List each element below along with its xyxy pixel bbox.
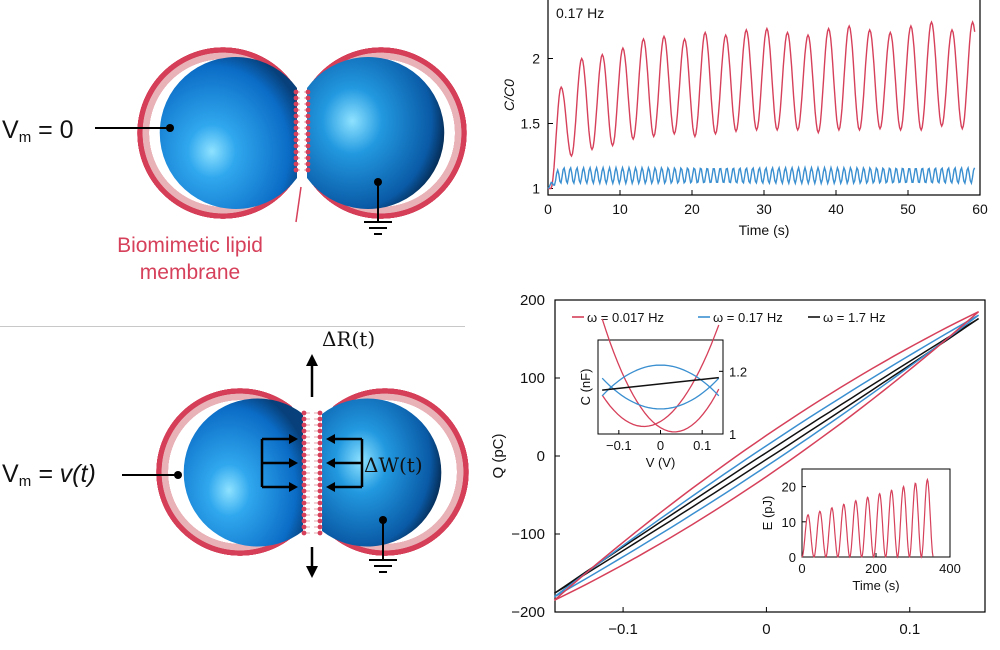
right-vesicle: [322, 398, 442, 547]
legend-entry: ω = 0.017 Hz: [587, 310, 664, 325]
series-blue-line: [547, 165, 976, 189]
y-axis-label: Q (pC): [490, 433, 507, 478]
capacitance-time-chart: 0 10 20 30 40 50 60 1 1.5 2 Time (s) C/C0 0.17 Hz: [501, 0, 988, 238]
inset-x-tick-label: 200: [865, 561, 887, 576]
inset-y-tick-label: 20: [782, 480, 796, 495]
series-black-loop: [553, 317, 980, 595]
y-tick-label: 100: [520, 370, 545, 387]
inset-y-axis-label: E (pJ): [760, 496, 775, 531]
inset-x-tick-label: 0: [798, 561, 805, 576]
inset-x-tick-label: 0.1: [693, 438, 711, 453]
panel-divider: [0, 326, 465, 327]
inset-black-line: [602, 376, 719, 391]
left-vesicle: [183, 398, 303, 547]
inset-blue-curve: [601, 377, 720, 410]
series-blue-loop: [553, 314, 980, 598]
plot-frame: [547, 0, 981, 196]
inset-y-tick-label: 1: [729, 427, 736, 442]
inset-y-tick-label: 0: [789, 550, 796, 565]
vesicle-pair-illustration-bottom: [122, 354, 469, 578]
y-tick-label: 1.5: [521, 116, 541, 132]
lipid-membrane-beads: [137, 47, 467, 219]
y-tick-label: −100: [511, 526, 545, 543]
y-axis-label: C/C0: [501, 79, 517, 111]
y-tick-label: 0: [537, 448, 545, 465]
delta-w-label: ΔW(t): [364, 453, 423, 477]
inset-blue-curve: [601, 364, 720, 397]
x-tick-label: 30: [756, 201, 772, 217]
y-tick-label: −200: [511, 604, 545, 621]
x-tick-label: −0.1: [608, 621, 638, 638]
inset-energy-series: [801, 477, 934, 559]
bilayer-interface: [293, 89, 311, 173]
y-tick-label: 200: [520, 292, 545, 309]
y-tick-label: 2: [532, 51, 540, 67]
legend-entry: ω = 1.7 Hz: [823, 310, 886, 325]
x-tick-label: 20: [684, 201, 700, 217]
x-axis-label: Time (s): [739, 222, 790, 238]
membrane-caption: Biomimetic lipid membrane: [70, 232, 310, 286]
inset-x-tick-label: 0: [657, 438, 664, 453]
vm-label-bottom: Vm = v(t): [2, 460, 96, 490]
inset-red-curve: [601, 324, 720, 428]
delta-r-label: ΔR(t): [322, 327, 375, 351]
inset-y-axis-label: C (nF): [578, 369, 593, 406]
x-tick-label: 60: [972, 201, 988, 217]
vesicle-pair-illustration-top: [95, 47, 467, 235]
x-tick-label: 50: [900, 201, 916, 217]
series-red-line: [548, 20, 976, 190]
inset-x-tick-label: 400: [939, 561, 961, 576]
y-tick-label: 1: [532, 181, 540, 197]
legend-entry: ω = 0.17 Hz: [713, 310, 783, 325]
x-tick-label: 0: [544, 201, 552, 217]
series-red-loop: [553, 311, 980, 601]
inset-capacitance-frame: [597, 339, 724, 435]
right-vesicle: [307, 56, 445, 209]
x-tick-label: 0: [762, 621, 770, 638]
inset-red-curve: [601, 318, 720, 433]
vm-label-top: Vm = 0: [2, 116, 74, 146]
inset-x-tick-label: −0.1: [606, 438, 632, 453]
inset-x-axis-label: Time (s): [852, 578, 899, 593]
inset-y-tick-label: 1.2: [729, 364, 747, 379]
left-vesicle: [159, 57, 297, 210]
x-tick-label: 10: [612, 201, 628, 217]
inset-x-axis-label: V (V): [646, 455, 676, 470]
inset-y-tick-label: 10: [782, 515, 796, 530]
chart-title: 0.17 Hz: [556, 5, 604, 21]
x-tick-label: 40: [828, 201, 844, 217]
x-tick-label: 0.1: [899, 621, 920, 638]
bilayer-interface: [301, 410, 323, 536]
